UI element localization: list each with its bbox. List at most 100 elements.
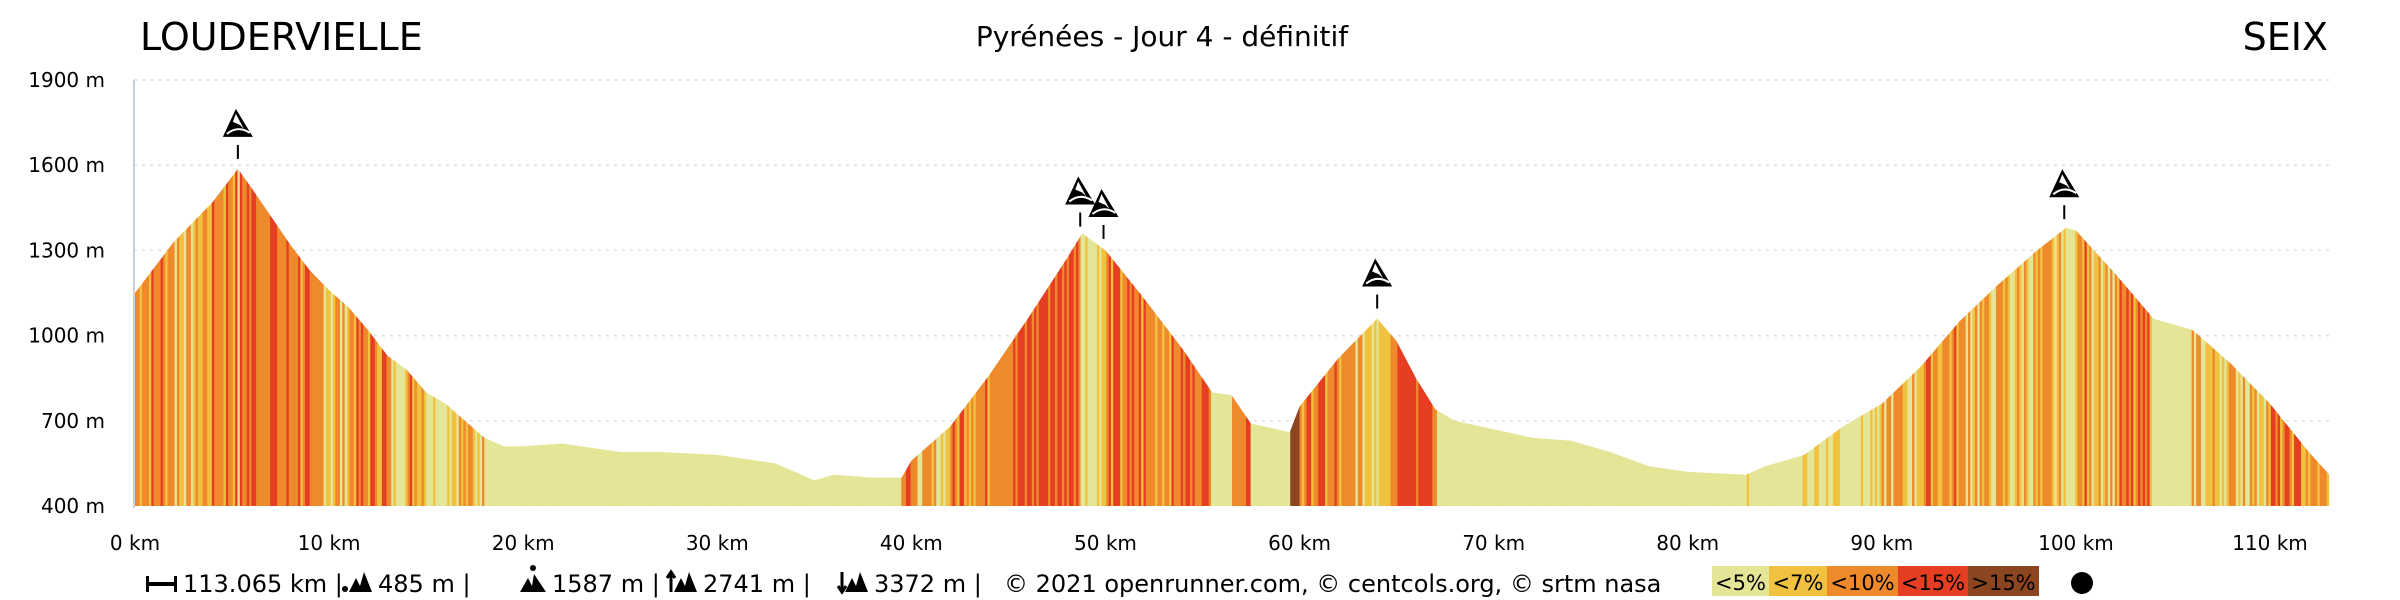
slope-segment [344, 168, 348, 506]
slope-segment [2093, 168, 2097, 506]
slope-segment [822, 168, 826, 506]
slope-segment [242, 168, 246, 506]
slope-segment [775, 168, 779, 506]
slope-segment [1080, 168, 1084, 506]
slope-segment [1073, 168, 1077, 506]
slope-segment [915, 168, 919, 506]
slope-segment [1723, 168, 1727, 506]
slope-segment [160, 168, 164, 506]
slope-segment [1809, 168, 1813, 506]
slope-segment [1767, 168, 1771, 506]
slope-segment [1991, 168, 1995, 506]
slope-segment [1145, 168, 1149, 506]
slope-segment [360, 168, 364, 506]
slope-segment [877, 168, 881, 506]
slope-segment [1658, 168, 1662, 506]
slope-segment [204, 168, 208, 506]
slope-segment [526, 168, 530, 506]
slope-segment [1597, 168, 1601, 506]
slope-segment [328, 168, 332, 506]
slope-segment [838, 168, 842, 506]
slope-segment [1625, 168, 1629, 506]
slope-segment [1963, 168, 1967, 506]
slope-segment [2175, 168, 2179, 506]
descent-icon [836, 572, 868, 595]
slope-segment [249, 168, 253, 506]
slope-segment [817, 168, 821, 506]
slope-segment [1984, 168, 1988, 506]
slope-segment [293, 168, 297, 506]
descent-value: 3372 m | [874, 570, 982, 598]
slope-segment [1986, 168, 1990, 506]
slope-segment [1814, 168, 1818, 506]
slope-segment [1634, 168, 1638, 506]
slope-segment [1152, 168, 1156, 506]
slope-segment [363, 168, 367, 506]
slope-segment [1760, 168, 1764, 506]
slope-segment [740, 168, 744, 506]
summit-markers [222, 108, 2080, 309]
ascent-value: 2741 m | [703, 570, 811, 598]
slope-segment [319, 168, 322, 506]
slope-segment [703, 168, 707, 506]
slope-segment [866, 168, 870, 506]
slope-segment [831, 168, 835, 506]
slope-segment [351, 168, 355, 506]
slope-segment [253, 168, 257, 506]
slope-segment [756, 168, 760, 506]
slope-segment [2145, 168, 2148, 506]
slope-segment [596, 168, 600, 506]
slope-segment [652, 168, 655, 506]
slope-segment [265, 168, 269, 506]
slope-segment [2326, 168, 2330, 506]
slope-segment [773, 168, 777, 506]
slope-segment [1954, 168, 1957, 506]
slope-segment [323, 168, 327, 506]
slope-segment [1804, 168, 1808, 506]
slope-segment [884, 168, 888, 506]
slope-segment [2086, 168, 2090, 506]
slope-segment [777, 168, 781, 506]
slope-segment [2170, 168, 2174, 506]
slope-segment [2186, 168, 2190, 506]
slope-segment [2026, 168, 2030, 506]
slope-segment [1092, 168, 1096, 506]
slope-segment [2161, 168, 2165, 506]
legend-label: <7% [1773, 571, 1824, 595]
slope-segment [1744, 168, 1748, 506]
slope-segment [2184, 168, 2188, 506]
slope-segment [339, 168, 343, 506]
slope-segment [1099, 168, 1103, 506]
slope-segment [2193, 168, 2197, 506]
slope-segment [267, 168, 271, 506]
slope-segment [214, 168, 218, 506]
slope-segment [302, 168, 306, 506]
slope-segment [1606, 168, 1610, 506]
legend-swatch [1898, 566, 1968, 596]
slope-segment [1117, 168, 1121, 506]
slope-segment [2121, 168, 2125, 506]
slope-segment [2312, 168, 2316, 506]
chart-title: Pyrénées - Jour 4 - définitif [976, 20, 1349, 53]
slope-segment [1965, 168, 1969, 506]
slope-segment [337, 168, 341, 506]
slope-segment [332, 168, 336, 506]
slope-segment [733, 168, 737, 506]
slope-segment [2182, 168, 2186, 506]
y-tick-label: 1600 m [28, 153, 105, 177]
slope-segment [1742, 168, 1745, 506]
slope-segment [1781, 168, 1785, 506]
y-tick-label: 1000 m [28, 324, 105, 348]
slope-segment [167, 168, 171, 506]
start-location: LOUDERVIELLE [140, 15, 423, 59]
slope-segment [1029, 168, 1033, 506]
slope-segment [808, 168, 812, 506]
slope-segment [1961, 168, 1964, 506]
slope-segment [1988, 168, 1992, 506]
slope-segment [135, 168, 138, 506]
slope-segment [1134, 168, 1138, 506]
slope-segment [1753, 168, 1757, 506]
slope-segment [917, 168, 921, 506]
slope-segment [1641, 168, 1645, 506]
slope-segment [1637, 168, 1641, 506]
